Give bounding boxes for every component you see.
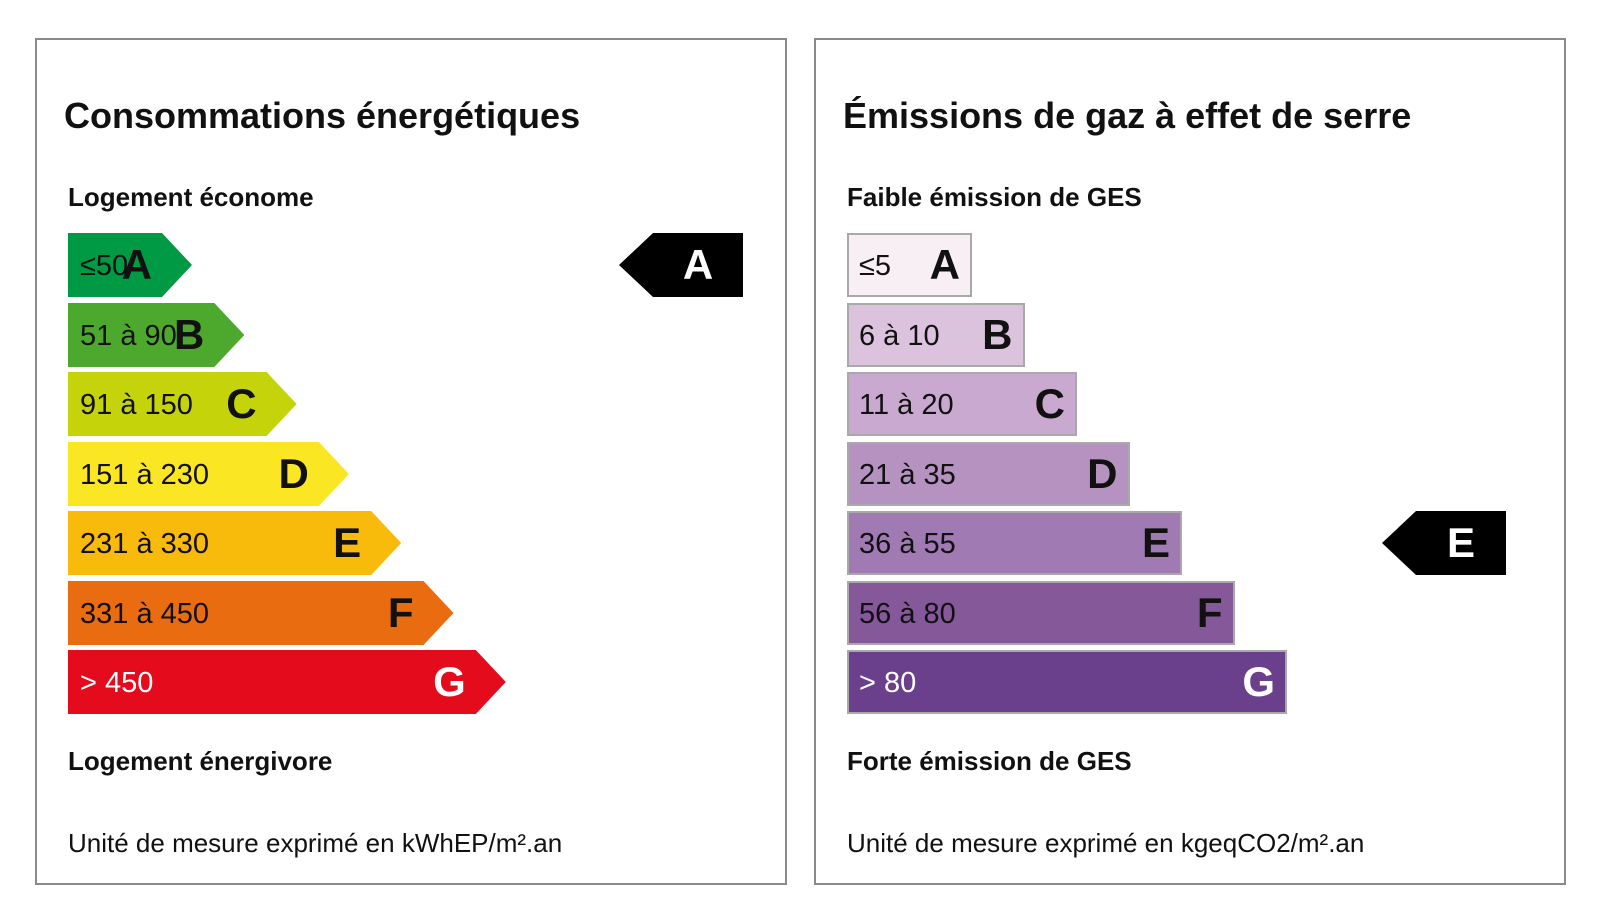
energy-class-letter-g: G <box>433 658 466 705</box>
energy-consumption-panel: Consommations énergétiques Logement écon… <box>35 38 787 885</box>
ges-class-range-b: 6 à 10 <box>859 320 940 352</box>
energy-class-letter-d: D <box>278 450 309 497</box>
energy-class-bar-b: 51 à 90 B <box>68 303 244 367</box>
ges-class-bar-d: 21 à 35 D <box>847 442 1130 506</box>
energy-class-range-d: 151 à 230 <box>80 459 210 491</box>
ges-class-range-c: 11 à 20 <box>859 389 954 421</box>
energy-class-range-f: 331 à 450 <box>80 598 210 630</box>
energy-current-class-letter: A <box>682 241 714 288</box>
ges-class-letter-f: F <box>1196 589 1223 636</box>
energy-class-bar-d: 151 à 230 D <box>68 442 349 506</box>
ges-class-range-d: 21 à 35 <box>859 459 956 491</box>
energy-class-range-g: > 450 <box>80 667 154 699</box>
ges-class-range-g: > 80 <box>859 667 917 699</box>
ges-class-letter-d: D <box>1087 450 1118 497</box>
energy-class-scale: ≤50 A 51 à 90 B 91 à 150 C 151 à 230 D 231 à 330… <box>68 233 628 729</box>
ges-class-bar-f: 56 à 80 F <box>847 581 1235 645</box>
energy-panel-title: Consommations énergétiques <box>64 95 581 136</box>
energy-scale-bottom-label: Logement énergivore <box>68 746 333 776</box>
energy-class-bar-f: 331 à 450 F <box>68 581 454 645</box>
energy-current-class-marker: A <box>619 233 743 297</box>
energy-class-bar-e: 231 à 330 E <box>68 511 401 575</box>
ges-class-range-a: ≤5 <box>859 250 892 282</box>
ges-class-range-e: 36 à 55 <box>859 528 956 560</box>
energy-class-letter-b: B <box>173 311 205 358</box>
energy-class-range-b: 51 à 90 <box>80 320 177 352</box>
energy-class-range-e: 231 à 330 <box>80 528 210 560</box>
ges-unit-note: Unité de mesure exprimé en kgeqCO2/m².an <box>847 828 1365 858</box>
ges-class-bar-e: 36 à 55 E <box>847 511 1182 575</box>
ges-class-letter-c: C <box>1034 380 1065 427</box>
ges-scale-bottom-label: Forte émission de GES <box>847 746 1132 776</box>
energy-class-letter-f: F <box>387 589 414 636</box>
ges-emissions-panel: Émissions de gaz à effet de serre Faible… <box>814 38 1566 885</box>
energy-class-bar-a: ≤50 A <box>68 233 192 297</box>
ges-class-letter-e: E <box>1141 519 1170 566</box>
ges-panel-title: Émissions de gaz à effet de serre <box>843 95 1412 136</box>
ges-class-range-f: 56 à 80 <box>859 598 956 630</box>
ges-scale-top-label: Faible émission de GES <box>847 182 1142 212</box>
ges-class-bar-b: 6 à 10 B <box>847 303 1025 367</box>
ges-class-bar-a: ≤5 A <box>847 233 972 297</box>
ges-class-letter-g: G <box>1242 658 1275 705</box>
ges-class-bar-g: > 80 G <box>847 650 1287 714</box>
energy-class-range-c: 91 à 150 <box>80 389 193 421</box>
energy-class-letter-e: E <box>333 519 362 566</box>
energy-class-letter-c: C <box>226 380 257 427</box>
energy-class-range-a: ≤50 <box>80 250 129 282</box>
energy-class-bar-c: 91 à 150 C <box>68 372 297 436</box>
ges-class-scale: ≤5 A 6 à 10 B 11 à 20 C 21 à 35 D 36 à 55 E 56 à 8… <box>847 233 1407 729</box>
energy-scale-top-label: Logement économe <box>68 182 314 212</box>
energy-class-bar-g: > 450 G <box>68 650 506 714</box>
ges-current-class-letter: E <box>1446 519 1475 566</box>
ges-class-letter-a: A <box>929 241 960 288</box>
energy-unit-note: Unité de mesure exprimé en kWhEP/m².an <box>68 828 563 858</box>
ges-class-bar-c: 11 à 20 C <box>847 372 1077 436</box>
energy-class-letter-a: A <box>121 241 152 288</box>
ges-class-letter-b: B <box>982 311 1013 358</box>
